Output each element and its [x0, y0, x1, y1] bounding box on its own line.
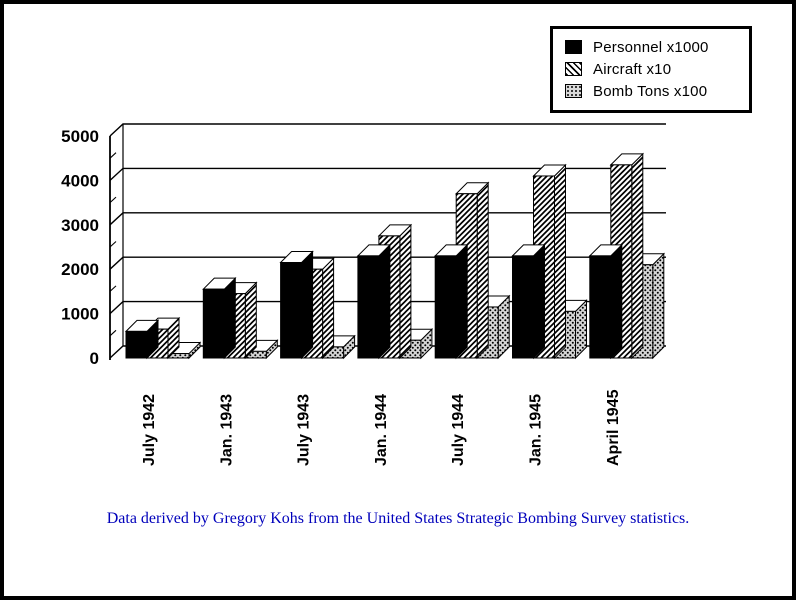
legend-label-personnel: Personnel x1000 — [593, 38, 709, 56]
bar-personnel-x1000-3 — [279, 250, 314, 360]
minor-tick — [109, 329, 117, 337]
bar-layer — [124, 152, 666, 360]
x-tick-label: Jan. 1944 — [373, 394, 390, 466]
bar-chart: 0 1000 2000 3000 4000 5000 July 1942 Jan. 1943 J… — [61, 123, 666, 466]
legend-item-personnel: Personnel x1000 — [565, 36, 739, 58]
y-tick-label: 2000 — [61, 260, 99, 279]
y-tick-label: 4000 — [61, 171, 99, 190]
legend-swatch-aircraft-icon — [565, 62, 582, 76]
gridline — [109, 123, 666, 137]
x-tick-label: April 1945 — [605, 389, 622, 466]
x-tick-label: July 1943 — [296, 394, 313, 466]
y-tick-label: 0 — [90, 349, 99, 368]
gridline — [109, 167, 666, 181]
minor-tick — [109, 196, 117, 204]
x-tick-label: Jan. 1943 — [218, 394, 235, 466]
axis-layer — [109, 124, 124, 360]
gridline — [109, 212, 666, 226]
legend-label-bomb-tons: Bomb Tons x100 — [593, 82, 708, 100]
minor-tick — [109, 285, 117, 292]
bar-personnel-x1000-1 — [124, 319, 160, 360]
legend-swatch-personnel-icon — [565, 40, 582, 54]
label-layer: 0 1000 2000 3000 4000 5000 July 1942 Jan. 1943 J… — [61, 127, 622, 466]
source-caption: Data derived by Gregory Kohs from the Un… — [106, 510, 690, 527]
bar-bomb-tons-x100-1 — [166, 341, 202, 360]
legend-item-aircraft: Aircraft x10 — [565, 58, 739, 80]
y-tick-label: 1000 — [61, 305, 99, 324]
legend-label-aircraft: Aircraft x10 — [593, 60, 672, 78]
x-tick-label: July 1944 — [450, 394, 467, 466]
legend-swatch-bomb-tons-icon — [565, 84, 582, 98]
bar-personnel-x1000-4 — [356, 243, 392, 360]
y-tick-label: 3000 — [61, 216, 99, 235]
minor-tick — [109, 152, 117, 159]
x-tick-label: Jan. 1945 — [528, 394, 545, 466]
bar-personnel-x1000-2 — [202, 276, 237, 360]
bar-personnel-x1000-6 — [511, 243, 546, 360]
minor-tick — [109, 241, 117, 248]
bar-personnel-x1000-7 — [588, 243, 624, 360]
x-tick-label: July 1942 — [141, 394, 158, 466]
legend-item-bomb-tons: Bomb Tons x100 — [565, 80, 739, 102]
chart-legend: Personnel x1000 Aircraft x10 Bomb Tons x… — [550, 26, 752, 113]
y-tick-label: 5000 — [61, 127, 99, 146]
bar-personnel-x1000-5 — [433, 243, 469, 360]
